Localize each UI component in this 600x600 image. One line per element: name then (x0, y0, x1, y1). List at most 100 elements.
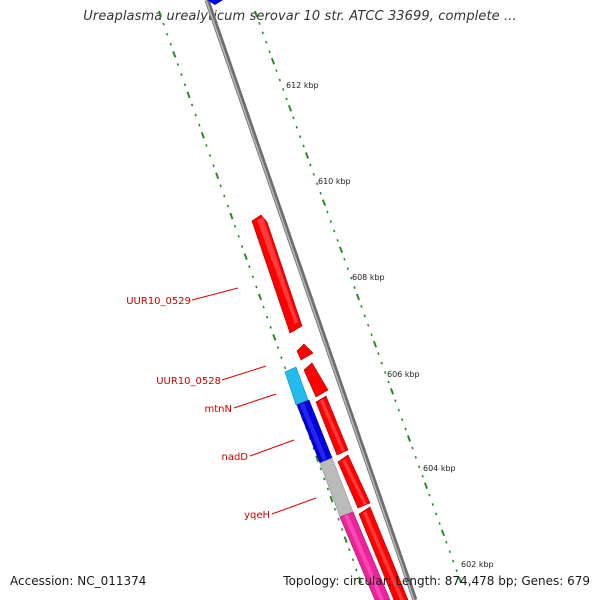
inner-ring-tick (169, 42, 172, 46)
gene-labels: UUR10_0529 UUR10_0528 mtnN nadD yqeH (126, 296, 270, 521)
inner-ring-tick (319, 467, 322, 471)
gene-feature-top-blue[interactable] (207, 0, 223, 5)
outer-ring-tick (370, 333, 373, 337)
outer-ring-tick (336, 239, 339, 242)
inner-ring-tick (265, 315, 269, 319)
inner-ring-tick (262, 305, 265, 309)
outer-ring-tick (353, 286, 356, 289)
inner-ring-tick (276, 346, 280, 349)
outer-ring-tick (401, 418, 404, 422)
outer-ring-tick (321, 199, 327, 207)
outer-ring-tick (329, 220, 332, 223)
scale-label-610: 610 kbp (318, 177, 351, 186)
inner-ring-tick (280, 356, 283, 360)
outer-ring-tick (360, 305, 363, 308)
gene-feature-fwd-1[interactable] (303, 362, 329, 398)
scale-label-604: 604 kbp (423, 464, 456, 473)
inner-ring-tick (165, 32, 169, 36)
outer-ring-tick (316, 182, 319, 186)
inner-ring-tick (219, 184, 222, 188)
outer-ring-tick (428, 493, 431, 497)
gene-feature-mtnN[interactable] (284, 366, 309, 406)
inner-ring-tick (240, 245, 244, 248)
outer-ring-tick (355, 293, 361, 301)
outer-ring-tick (387, 380, 390, 384)
inner-ring-tick (157, 10, 163, 18)
inner-ring-tick (226, 204, 230, 208)
outer-ring-tick (438, 522, 441, 525)
outer-ring-tick (380, 361, 383, 365)
outer-ring-tick (372, 340, 378, 348)
inner-ring-tick (343, 536, 348, 543)
inner-ring-tick (323, 477, 326, 481)
gene-label-mtnN[interactable]: mtnN (205, 404, 232, 415)
inner-ring-tick (269, 325, 272, 329)
outer-ring-tick (282, 88, 285, 91)
gene-label-yqeH[interactable]: yqeH (244, 510, 270, 521)
outer-ring-tick (421, 474, 424, 478)
outer-ring-tick (275, 69, 278, 72)
gene-label-leaders (191, 287, 317, 515)
outer-ring-tick (338, 246, 344, 254)
genome-summary-text: Topology: circular; Length: 874,478 bp; … (283, 574, 590, 588)
inner-ring-tick (355, 568, 358, 572)
inner-ring-tick (340, 528, 344, 531)
inner-ring-tick (283, 366, 287, 370)
scale-label-602: 602 kbp (461, 560, 494, 569)
outer-ring-tick (448, 550, 451, 554)
outer-ring-tick (397, 408, 400, 412)
inner-ring-tick (194, 113, 197, 117)
gene-label-uur10-0529[interactable]: UUR10_0529 (126, 296, 191, 307)
inner-ring-tick (315, 455, 320, 463)
inner-ring-tick (243, 253, 248, 260)
outer-ring-tick (292, 116, 295, 120)
backbone (204, 0, 418, 600)
outer-ring-tick (343, 257, 346, 261)
inner-ring-tick (180, 73, 183, 77)
inner-ring-tick (337, 517, 340, 521)
outer-ring-tick (440, 529, 446, 537)
outer-ring-tick (261, 31, 264, 35)
gene-label-uur10-0528[interactable]: UUR10_0528 (156, 376, 221, 387)
outer-ring-tick (384, 371, 387, 374)
outer-ring-tick (435, 512, 438, 516)
inner-ring-tick (326, 487, 330, 491)
outer-ring-tick (285, 97, 288, 101)
inner-ring-tick (333, 507, 337, 511)
inner-ring-tick (186, 91, 191, 99)
outer-ring-tick (411, 446, 414, 450)
inner-ring-tick (215, 172, 220, 180)
outer-ring-tick (278, 78, 281, 82)
inner-ring-tick (248, 265, 251, 269)
inner-ring-tick (198, 123, 201, 127)
outer-ring-tick (455, 569, 458, 572)
outer-ring-tick (302, 144, 305, 148)
outer-ring-tick (258, 22, 261, 25)
map-title: Ureaplasma urealyticum serovar 10 str. A… (83, 9, 517, 24)
outer-ring-tick (452, 559, 455, 563)
outer-ring-tick (404, 427, 407, 431)
outer-ring-tick (346, 267, 349, 271)
outer-ring-tick (423, 482, 429, 490)
gene-features (207, 0, 409, 600)
accession-text: Accession: NC_011374 (10, 574, 147, 588)
gene-label-nadD[interactable]: nadD (221, 452, 248, 463)
outer-ring-tick (367, 323, 370, 327)
inner-ring-tick (229, 212, 234, 220)
inner-ring-tick (237, 234, 240, 238)
scale-label-606: 606 kbp (387, 370, 420, 379)
inner-ring-tick (183, 83, 187, 87)
outer-ring-tick (287, 104, 293, 112)
outer-ring-tick (406, 435, 412, 442)
inner-ring-tick (172, 51, 177, 58)
outer-ring-tick (309, 163, 312, 167)
outer-ring-tick (333, 229, 336, 233)
scale-label-612: 612 kbp (286, 81, 319, 90)
gene-feature-uur10-0528[interactable] (296, 343, 314, 361)
outer-ring-tick (268, 50, 271, 54)
inner-ring-tick (176, 63, 180, 66)
outer-ring-tick (394, 399, 397, 403)
outer-ring-tick (265, 40, 268, 44)
inner-ring-tick (257, 293, 263, 301)
